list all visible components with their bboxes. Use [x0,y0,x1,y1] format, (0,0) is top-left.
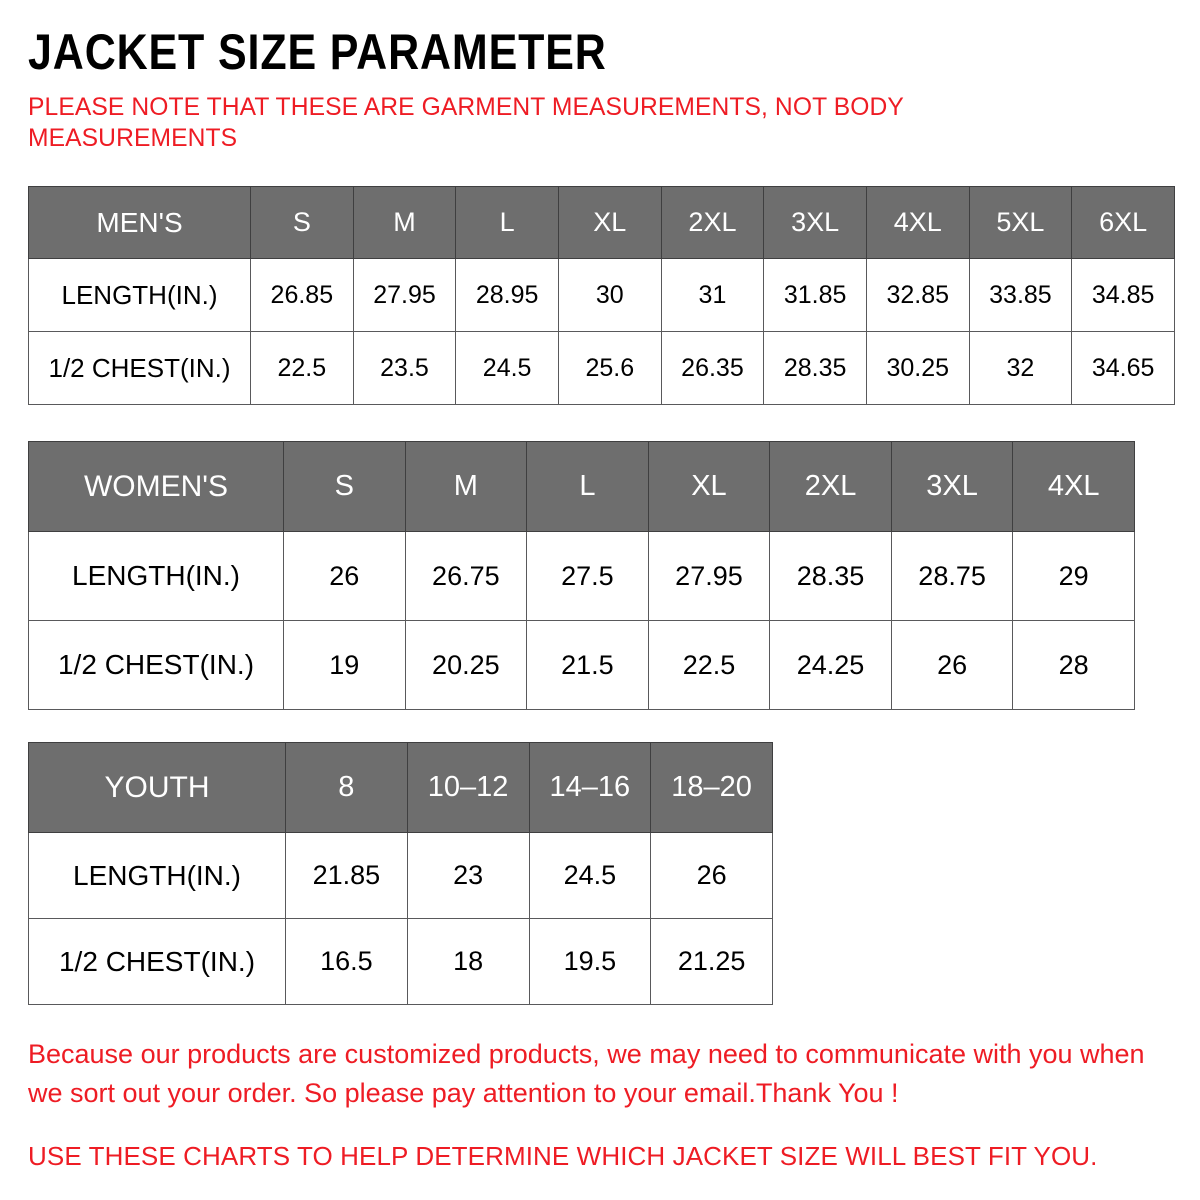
womens-cell: 28 [1012,620,1135,710]
youth-header-size: 8 [285,742,408,833]
mens-header-size: 3XL [763,186,867,259]
mens-cell: 34.65 [1071,331,1175,405]
youth-row-label: LENGTH(IN.) [28,832,286,919]
mens-header-size: 2XL [660,186,765,259]
womens-cell: 28.35 [769,531,892,621]
womens-cell: 22.5 [647,620,771,710]
mens-cell: 27.95 [352,258,457,332]
mens-cell: 34.85 [1071,258,1175,332]
mens-header-size: S [250,186,354,259]
youth-cell: 19.5 [528,918,652,1005]
mens-header-size: XL [557,186,662,259]
womens-cell: 26 [283,531,406,621]
mens-cell: 30.25 [865,331,970,405]
womens-header-size: L [526,441,649,532]
womens-cell: 19 [283,620,406,710]
youth-header-size: 18–20 [650,742,773,833]
table-row: 1/2 CHEST(IN.) 16.5 18 19.5 21.25 [28,918,773,1005]
customization-note: Because our products are customized prod… [28,1039,1145,1108]
womens-table-body: LENGTH(IN.) 26 26.75 27.5 27.95 28.35 28… [28,531,1135,710]
mens-cell: 30 [557,258,662,332]
mens-table-body: LENGTH(IN.) 26.85 27.95 28.95 30 31 31.8… [28,258,1175,405]
womens-header-size: 3XL [890,441,1014,532]
table-row: LENGTH(IN.) 21.85 23 24.5 26 [28,832,773,919]
mens-cell: 25.6 [557,331,662,405]
womens-header-size: S [283,441,406,532]
womens-header-label: WOMEN'S [28,441,284,532]
womens-cell: 26 [890,620,1014,710]
mens-cell: 26.85 [250,258,354,332]
womens-cell: 28.75 [890,531,1014,621]
mens-cell: 32.85 [865,258,970,332]
table-header-row: YOUTH 8 10–12 14–16 18–20 [28,742,773,833]
youth-cell: 16.5 [285,918,408,1005]
mens-cell: 22.5 [250,331,354,405]
table-row: LENGTH(IN.) 26 26.75 27.5 27.95 28.35 28… [28,531,1135,621]
table-header-row: WOMEN'S S M L XL 2XL 3XL 4XL [28,441,1135,532]
mens-row-label: LENGTH(IN.) [28,258,251,332]
chart-usage-note: USE THESE CHARTS TO HELP DETERMINE WHICH… [28,1141,1098,1171]
womens-header-size: M [404,441,528,532]
mens-cell: 32 [968,331,1073,405]
womens-table-header: WOMEN'S S M L XL 2XL 3XL 4XL [28,441,1135,532]
youth-cell: 21.85 [285,832,408,919]
table-row: 1/2 CHEST(IN.) 22.5 23.5 24.5 25.6 26.35… [28,331,1175,405]
youth-table-header: YOUTH 8 10–12 14–16 18–20 [28,742,773,833]
page-title: JACKET SIZE PARAMETER [28,24,607,80]
mens-header-size: M [352,186,457,259]
table-header-row: MEN'S S M L XL 2XL 3XL 4XL 5XL 6XL [28,186,1175,259]
mens-header-size: 5XL [968,186,1073,259]
womens-row-label: LENGTH(IN.) [28,531,284,621]
mens-header-size: L [455,186,559,259]
youth-header-size: 10–12 [406,742,530,833]
mens-header-size: 6XL [1071,186,1175,259]
mens-cell: 26.35 [660,331,765,405]
youth-header-label: YOUTH [28,742,286,833]
youth-row-label: 1/2 CHEST(IN.) [28,918,286,1005]
youth-table-body: LENGTH(IN.) 21.85 23 24.5 26 1/2 CHEST(I… [28,832,773,1005]
youth-cell: 26 [650,832,773,919]
youth-cell: 24.5 [528,832,652,919]
table-row: 1/2 CHEST(IN.) 19 20.25 21.5 22.5 24.25 … [28,620,1135,710]
womens-cell: 24.25 [769,620,892,710]
womens-cell: 27.95 [647,531,771,621]
table-row: LENGTH(IN.) 26.85 27.95 28.95 30 31 31.8… [28,258,1175,332]
mens-table-header: MEN'S S M L XL 2XL 3XL 4XL 5XL 6XL [28,186,1175,259]
womens-header-size: 4XL [1012,441,1135,532]
womens-cell: 21.5 [526,620,649,710]
youth-cell: 23 [406,832,530,919]
mens-cell: 28.35 [763,331,867,405]
mens-cell: 24.5 [455,331,559,405]
womens-cell: 29 [1012,531,1135,621]
mens-cell: 33.85 [968,258,1073,332]
youth-cell: 18 [406,918,530,1005]
womens-cell: 27.5 [526,531,649,621]
womens-size-table: WOMEN'S S M L XL 2XL 3XL 4XL LENGTH(IN.)… [28,441,1135,710]
womens-header-size: 2XL [769,441,892,532]
mens-cell: 23.5 [352,331,457,405]
mens-header-size: 4XL [865,186,970,259]
mens-cell: 31.85 [763,258,867,332]
youth-cell: 21.25 [650,918,773,1005]
womens-header-size: XL [647,441,771,532]
mens-cell: 28.95 [455,258,559,332]
youth-size-table: YOUTH 8 10–12 14–16 18–20 LENGTH(IN.) 21… [28,742,773,1005]
womens-cell: 26.75 [404,531,528,621]
womens-row-label: 1/2 CHEST(IN.) [28,620,284,710]
mens-header-label: MEN'S [28,186,251,259]
mens-size-table: MEN'S S M L XL 2XL 3XL 4XL 5XL 6XL LENGT… [28,186,1175,405]
mens-row-label: 1/2 CHEST(IN.) [28,331,251,405]
womens-cell: 20.25 [404,620,528,710]
garment-measurement-note: PLEASE NOTE THAT THESE ARE GARMENT MEASU… [28,93,904,152]
youth-header-size: 14–16 [528,742,652,833]
mens-cell: 31 [660,258,765,332]
